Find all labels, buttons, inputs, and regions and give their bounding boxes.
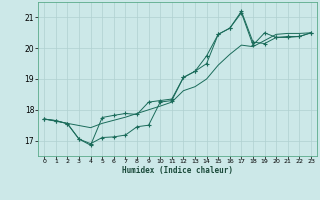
X-axis label: Humidex (Indice chaleur): Humidex (Indice chaleur) bbox=[122, 166, 233, 175]
